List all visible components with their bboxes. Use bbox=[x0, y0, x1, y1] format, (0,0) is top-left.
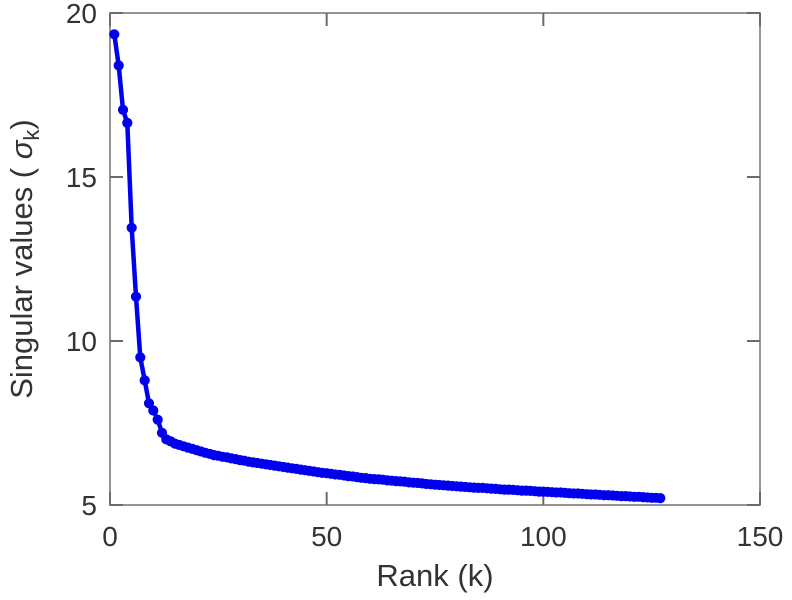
data-point-marker bbox=[122, 117, 133, 128]
y-axis-label-suffix: ) bbox=[4, 119, 39, 129]
data-point-marker bbox=[148, 405, 159, 416]
y-axis-label: Singular values ( σk) bbox=[4, 119, 44, 399]
x-tick-label: 50 bbox=[311, 521, 342, 552]
sigma-symbol: σ bbox=[4, 139, 39, 159]
data-point-marker bbox=[126, 222, 137, 233]
data-point-marker bbox=[109, 29, 120, 40]
data-point-marker bbox=[135, 352, 146, 363]
data-point-marker bbox=[139, 375, 150, 386]
data-point-marker bbox=[113, 60, 124, 71]
data-point-marker bbox=[152, 414, 163, 425]
data-line bbox=[112, 32, 663, 501]
x-tick-label: 100 bbox=[520, 521, 567, 552]
x-tick-label: 0 bbox=[102, 521, 118, 552]
plot-border bbox=[109, 12, 761, 506]
y-axis-label-prefix: Singular values ( bbox=[4, 159, 39, 399]
data-point-marker bbox=[117, 104, 129, 115]
y-tick-label: 10 bbox=[66, 326, 97, 357]
data-point-marker bbox=[655, 493, 666, 504]
plot-area: 0 50 100 150 5 10 15 20 bbox=[66, 0, 784, 552]
y-tick-label: 15 bbox=[66, 162, 97, 193]
sigma-subscript: k bbox=[19, 129, 44, 141]
x-tick-label: 150 bbox=[737, 521, 784, 552]
y-tick-label: 5 bbox=[81, 490, 97, 521]
data-point-marker bbox=[130, 291, 142, 302]
x-axis-label: Rank (k) bbox=[376, 558, 493, 593]
y-tick-label: 20 bbox=[66, 0, 97, 29]
